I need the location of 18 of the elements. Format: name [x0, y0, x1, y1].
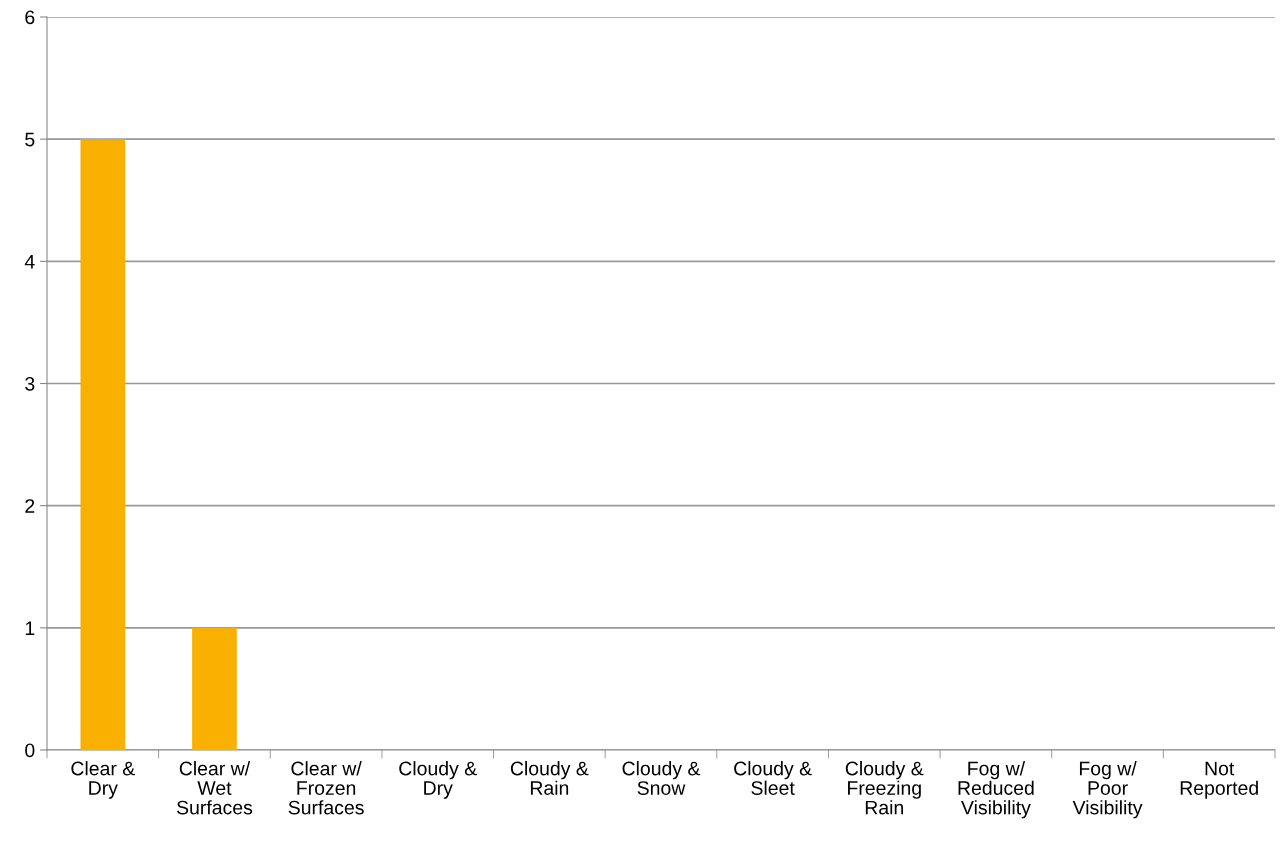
x-tick-label: Cloudy & Sleet	[734, 761, 812, 795]
y-tick-label: 5	[25, 132, 35, 147]
y-tick-label: 0	[25, 743, 35, 758]
x-tick-label: Clear & Dry	[71, 761, 135, 799]
y-tick-label: 4	[24, 255, 35, 269]
x-tick-label: Cloudy & Freezing Rain	[845, 761, 924, 815]
y-tick-label: 3	[25, 376, 35, 391]
y-tick-label: 1	[25, 621, 35, 635]
x-tick-label: Clear w/ Wet Surfaces	[176, 761, 253, 815]
x-tick-label: Cloudy & Dry	[399, 761, 477, 799]
x-tick-label: Fog w/ Poor Visibility	[1072, 761, 1143, 819]
y-tick-label: 6	[25, 10, 35, 25]
x-tick-label: Clear w/ Frozen Surfaces	[288, 761, 364, 815]
x-tick-label: Cloudy & Snow	[622, 761, 701, 795]
x-tick-label: Fog w/ Reduced Visibility	[958, 761, 1034, 819]
x-tick-label: Not Reported	[1180, 761, 1258, 799]
y-tick-label: 2	[25, 499, 35, 513]
x-tick-label: Cloudy & Rain	[510, 761, 589, 795]
